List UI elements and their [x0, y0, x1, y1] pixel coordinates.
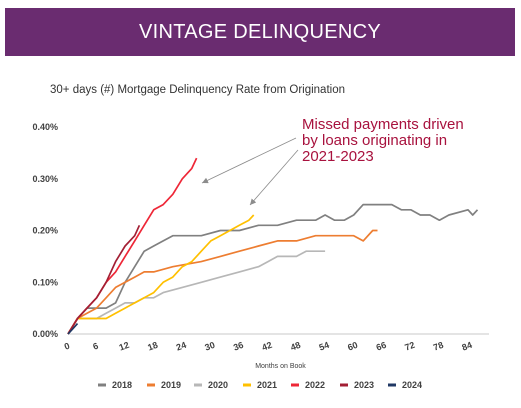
- x-tick-label: 66: [375, 340, 388, 353]
- x-tick-label: 12: [118, 340, 131, 353]
- title-banner: VINTAGE DELINQUENCY: [5, 8, 515, 56]
- annotation-arrows: [201, 137, 299, 206]
- legend-label-2023: 2023: [354, 380, 374, 390]
- legend-label-2021: 2021: [257, 380, 277, 390]
- x-tick-label: 24: [175, 340, 188, 353]
- x-tick-label: 60: [346, 340, 359, 353]
- chart-series: [67, 157, 479, 335]
- x-tick-label: 48: [289, 340, 302, 353]
- annotation-arrow-1: [201, 137, 297, 184]
- y-tick-label: 0.10%: [32, 277, 58, 287]
- y-tick-label: 0.20%: [32, 226, 58, 236]
- x-tick-label: 6: [91, 341, 99, 352]
- legend-label-2022: 2022: [305, 380, 325, 390]
- chart-annotation: Missed payments driven by loans originat…: [302, 117, 492, 165]
- series-line-2021: [67, 214, 255, 335]
- chart-title: 30+ days (#) Mortgage Delinquency Rate f…: [50, 84, 345, 96]
- page-title: VINTAGE DELINQUENCY: [138, 20, 382, 43]
- y-tick-label: 0.30%: [32, 174, 58, 184]
- series-line-2018: [67, 203, 479, 335]
- x-axis-label: Months on Book: [255, 363, 306, 370]
- chart-legend: 2018 2019 2020 2021 2022 2023 2024: [98, 380, 422, 390]
- series-line-2019: [67, 229, 378, 335]
- legend-label-2018: 2018: [112, 380, 132, 390]
- legend-label-2020: 2020: [208, 380, 228, 390]
- legend-label-2024: 2024: [402, 380, 422, 390]
- chart-axes: 0.00% 0.10% 0.20% 0.30% 0.40% 0 6 12 18 24 30 36 42 4…: [32, 122, 489, 370]
- y-tick-label: 0.40%: [32, 122, 58, 132]
- x-tick-label: 54: [318, 340, 331, 353]
- annotation-arrow-2: [249, 149, 299, 206]
- annotation-line-2: by loans originating in: [302, 132, 448, 149]
- x-tick-label: 18: [146, 340, 159, 353]
- x-tick-label: 0: [63, 341, 71, 352]
- annotation-line-3: 2021-2023: [302, 148, 374, 165]
- series-line-2024: [67, 323, 79, 335]
- x-tick-label: 30: [203, 340, 216, 353]
- y-tick-label: 0.00%: [32, 329, 58, 339]
- x-tick-label: 72: [403, 340, 416, 353]
- x-tick-label: 36: [232, 340, 245, 353]
- x-tick-label: 84: [461, 340, 474, 353]
- series-line-2023: [67, 224, 141, 335]
- legend-label-2019: 2019: [161, 380, 181, 390]
- x-tick-label: 42: [261, 340, 274, 353]
- x-tick-label: 78: [432, 340, 445, 353]
- annotation-line-1: Missed payments driven: [302, 116, 464, 133]
- series-line-2020: [67, 250, 326, 335]
